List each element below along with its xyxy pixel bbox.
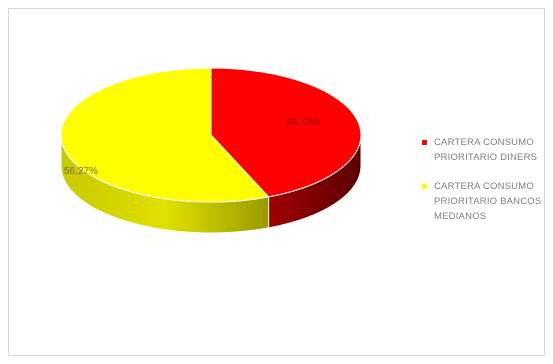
slice-diners [210, 67, 362, 198]
legend-swatch-bancos-medianos [422, 184, 427, 189]
legend-swatch-diners [422, 140, 427, 145]
slice-bancos-medianos [60, 67, 270, 203]
legend: CARTERA CONSUMO PRIORITARIO DINERS CARTE… [422, 135, 553, 238]
legend-item-diners: CARTERA CONSUMO PRIORITARIO DINERS [422, 135, 553, 165]
data-label-diners: 43,73% [286, 117, 320, 128]
pie-chart: 43,73% 56,27% [60, 67, 362, 234]
chart-area: 43,73% 56,27% CARTERA CONSUMO PRIORITARIO… [8, 8, 545, 356]
data-label-bancos-medianos: 56,27% [64, 166, 98, 177]
legend-item-bancos-medianos: CARTERA CONSUMO PRIORITARIO BANCOS MEDIA… [422, 179, 553, 224]
legend-label-diners: CARTERA CONSUMO PRIORITARIO DINERS [434, 137, 538, 163]
legend-label-bancos-medianos: CARTERA CONSUMO PRIORITARIO BANCOS MEDIA… [434, 181, 542, 222]
